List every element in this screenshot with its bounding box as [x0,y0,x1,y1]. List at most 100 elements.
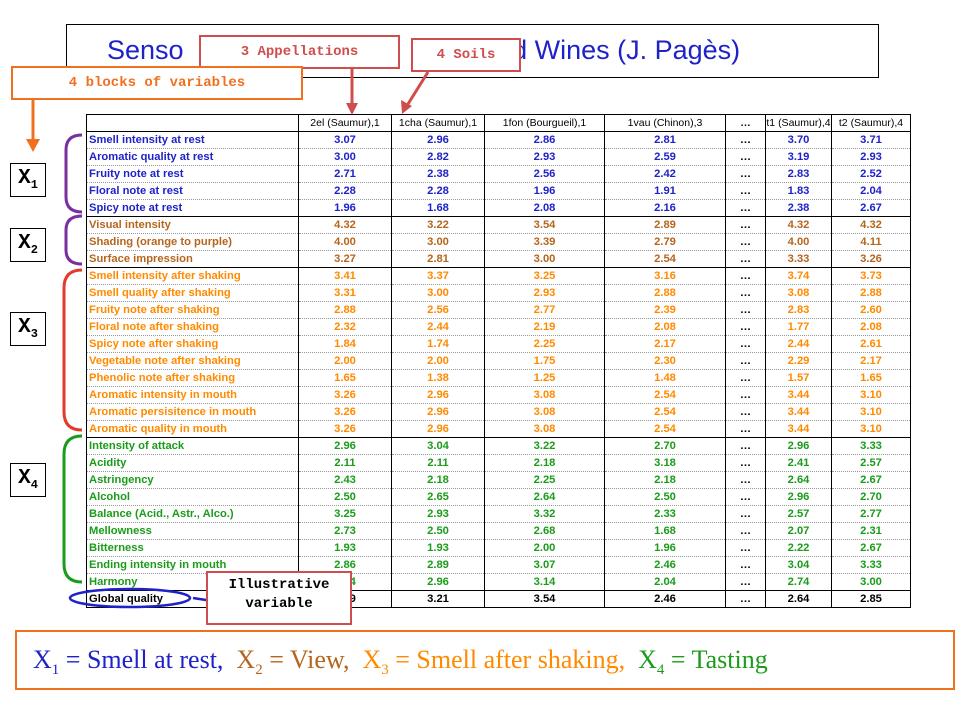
column-header: 1vau (Chinon),3 [604,114,726,132]
ellipsis-cell: … [725,539,766,557]
ellipsis-cell: … [725,386,766,404]
value-cell: 2.44 [765,335,832,353]
value-cell: 2.96 [391,573,485,591]
value-cell: 2.64 [484,488,605,506]
ellipsis-cell: … [725,403,766,421]
row-label: Floral note at rest [86,182,299,200]
value-cell: 2.93 [391,505,485,523]
column-header: 2el (Saumur),1 [298,114,392,132]
ellipsis-cell: … [725,318,766,336]
value-cell: 2.96 [298,437,392,455]
table-row: Smell intensity at rest 3.07 2.96 2.86 2.81…… [86,131,911,149]
value-cell: 2.18 [484,454,605,472]
value-cell: 2.33 [604,505,726,523]
table-row: Visual intensity 4.32 3.22 3.54 2.89… 4.32 4.3… [86,216,911,234]
value-cell: 2.96 [391,131,485,149]
value-cell: 2.89 [604,216,726,234]
row-label: Shading (orange to purple) [86,233,299,251]
value-cell: 2.81 [604,131,726,149]
slide-title: Senso Red Wines (J. Pagès) [107,35,740,66]
legend-x4: X4 = Tasting [638,645,768,679]
value-cell: 3.00 [298,148,392,166]
value-cell: 4.32 [298,216,392,234]
value-cell: 3.04 [765,556,832,574]
ellipsis-cell: … [725,352,766,370]
value-cell: 2.00 [484,539,605,557]
value-cell: 3.07 [484,556,605,574]
value-cell: 1.93 [298,539,392,557]
value-cell: 3.08 [765,284,832,302]
value-cell: 3.26 [298,386,392,404]
column-header: 1fon (Bourgueil),1 [484,114,605,132]
ellipsis-cell: … [725,250,766,268]
table-row: Floral note at rest 2.28 2.28 1.96 1.91… 1.83… [86,182,911,200]
value-cell: 3.73 [831,267,911,285]
value-cell: 1.77 [765,318,832,336]
value-cell: 2.19 [484,318,605,336]
ellipsis-cell: … [725,131,766,149]
value-cell: 2.17 [604,335,726,353]
value-cell: 2.88 [604,284,726,302]
value-cell: 3.33 [765,250,832,268]
value-cell: 1.68 [391,199,485,217]
value-cell: 2.67 [831,539,911,557]
table-row: Smell quality after shaking 3.31 3.00 2.93 2… [86,284,911,302]
value-cell: 2.50 [298,488,392,506]
row-label: Floral note after shaking [86,318,299,336]
value-cell: 2.96 [765,437,832,455]
value-cell: 3.22 [391,216,485,234]
value-cell: 3.21 [391,590,485,608]
blocks-callout: 4 blocks of variables [11,66,303,100]
value-cell: 2.07 [765,522,832,540]
illustrative-line-2: variable [245,596,313,612]
value-cell: 2.64 [765,471,832,489]
value-cell: 2.52 [831,165,911,183]
value-cell: 2.38 [391,165,485,183]
table-row: Aromatic persisitence in mouth 3.26 2.96 3.… [86,403,911,421]
value-cell: 3.32 [484,505,605,523]
table-row: Fruity note at rest 2.71 2.38 2.56 2.42… 2.83… [86,165,911,183]
soils-arrowhead [401,100,412,114]
value-cell: 2.57 [765,505,832,523]
value-cell: 3.44 [765,420,832,438]
row-label: Aromatic persisitence in mouth [86,403,299,421]
value-cell: 2.56 [484,165,605,183]
ellipsis-cell: … [725,573,766,591]
value-cell: 3.33 [831,556,911,574]
column-header: 1cha (Saumur),1 [391,114,485,132]
value-cell: 2.82 [391,148,485,166]
value-cell: 1.84 [298,335,392,353]
ellipsis-cell: … [725,505,766,523]
value-cell: 2.77 [831,505,911,523]
table-row: Spicy note at rest 1.96 1.68 2.08 2.16… 2.38 2… [86,199,911,217]
table-body: Smell intensity at rest 3.07 2.96 2.86 2.81…… [86,131,911,608]
ellipsis-cell: … [725,471,766,489]
blocks-arrowhead [26,139,40,152]
table-row: Phenolic note after shaking 1.65 1.38 1.25 1… [86,369,911,387]
value-cell: 1.25 [484,369,605,387]
value-cell: 3.44 [765,403,832,421]
value-cell: 1.93 [391,539,485,557]
row-label: Alcohol [86,488,299,506]
value-cell: 2.65 [391,488,485,506]
value-cell: 2.61 [831,335,911,353]
value-cell: 2.96 [765,488,832,506]
value-cell: 2.04 [831,182,911,200]
value-cell: 3.08 [484,403,605,421]
value-cell: 2.08 [484,199,605,217]
value-cell: 3.18 [604,454,726,472]
appellations-callout: 3 Appellations [199,35,400,69]
value-cell: 3.39 [484,233,605,251]
value-cell: 3.00 [391,233,485,251]
value-cell: 3.26 [831,250,911,268]
value-cell: 2.56 [391,301,485,319]
table-row: Aromatic quality at rest 3.00 2.82 2.93 2.59… [86,148,911,166]
bracket-x1 [64,133,83,214]
row-label: Surface impression [86,250,299,268]
row-label: Ending intensity in mouth [86,556,299,574]
ellipsis-cell: … [725,369,766,387]
table-row: Ending intensity in mouth 2.86 2.89 3.07 2.4… [86,556,911,574]
value-cell: 2.08 [831,318,911,336]
value-cell: 3.31 [298,284,392,302]
value-cell: 2.88 [831,284,911,302]
